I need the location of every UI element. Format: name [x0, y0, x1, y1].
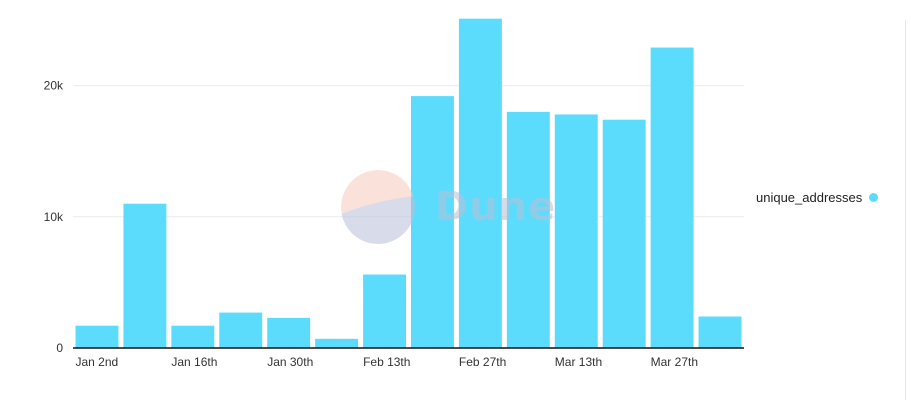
x-tick-label: Jan 2nd — [76, 355, 119, 369]
watermark-text: Dune — [435, 184, 557, 230]
dune-watermark: Dune — [341, 170, 556, 244]
x-tick-label: Mar 13th — [555, 355, 602, 369]
right-divider — [905, 20, 906, 400]
bars — [75, 18, 742, 349]
bar[interactable] — [411, 96, 454, 348]
bar[interactable] — [219, 312, 263, 348]
x-tick-label: Jan 30th — [267, 355, 313, 369]
tick-labels: 0 10k 20k Jan 2nd Jan 16th Jan 30th Feb 13th Fe… — [44, 79, 698, 369]
dune-logo-icon — [341, 170, 415, 244]
bar[interactable] — [554, 114, 598, 349]
y-tick-label: 10k — [44, 210, 64, 224]
bar[interactable] — [650, 47, 694, 348]
bar[interactable] — [315, 338, 359, 348]
bar[interactable] — [602, 119, 646, 348]
bar[interactable] — [123, 203, 167, 348]
bar[interactable] — [458, 18, 502, 349]
legend-label: unique_addresses — [756, 190, 863, 205]
bar[interactable] — [698, 316, 742, 348]
x-tick-label: Mar 27th — [651, 355, 698, 369]
x-tick-label: Jan 16th — [171, 355, 217, 369]
bar[interactable] — [506, 111, 550, 348]
bar[interactable] — [363, 274, 406, 348]
legend[interactable]: unique_addresses — [756, 190, 879, 205]
bar[interactable] — [75, 325, 119, 348]
y-tick-label: 0 — [56, 341, 63, 355]
y-tick-label: 20k — [44, 79, 64, 93]
bar[interactable] — [171, 325, 215, 348]
legend-swatch — [869, 193, 879, 202]
x-tick-label: Feb 13th — [363, 355, 410, 369]
bar[interactable] — [267, 317, 311, 348]
x-tick-label: Feb 27th — [459, 355, 506, 369]
